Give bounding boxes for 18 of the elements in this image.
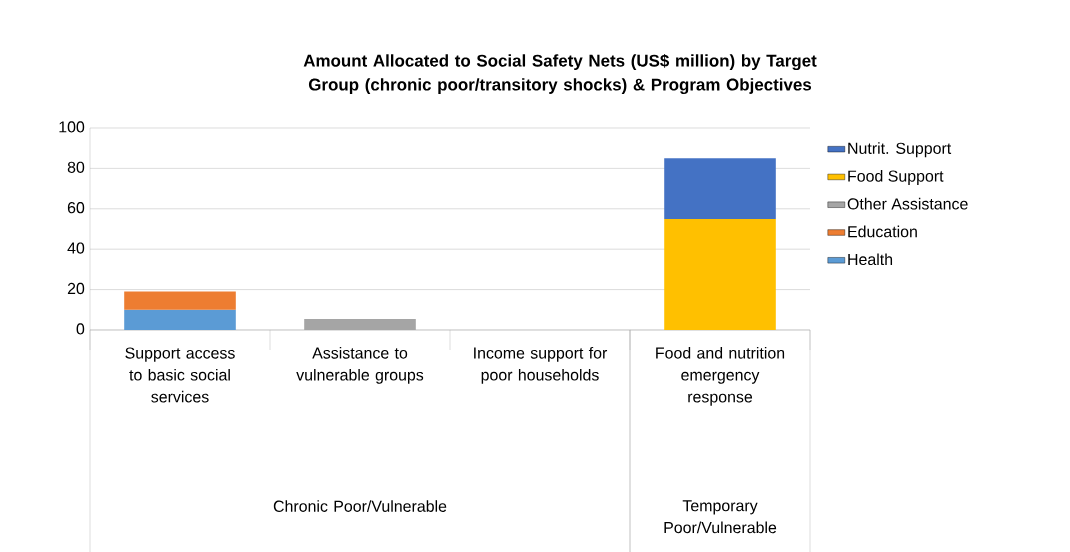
y-tick-label: 60 [67,201,85,214]
x-tick-label: Food and nutrition emergency response [656,346,785,406]
y-tick-label: 40 [67,242,85,254]
text: Temporary Poor/Vulnerable [664,500,777,534]
chart-title: Amount Allocated to Social Safety Nets (US$ million) by Target Group (chronic poor/transitory shocks) & Program Objectives [303,53,817,94]
y-tick-label: 80 [67,161,85,173]
legend-label: Other Assistance [847,197,968,210]
text: Chronic Poor/Vulnerable [273,500,447,512]
legend-label: Nutrit. Support [848,142,952,158]
y-tick-label: 0 [76,323,85,335]
legend-label: Education [848,225,917,238]
legend-label: Food Support [848,169,944,185]
x-tick-label: Assistance to vulnerable groups [296,346,424,384]
y-tick-label: 20 [67,282,85,295]
legend-label: Health [848,253,893,265]
x-tick-label: Support access to basic social services [125,347,235,403]
y-tick-label: 100 [59,121,85,133]
x-tick-label: Income support for poor households [474,346,608,384]
